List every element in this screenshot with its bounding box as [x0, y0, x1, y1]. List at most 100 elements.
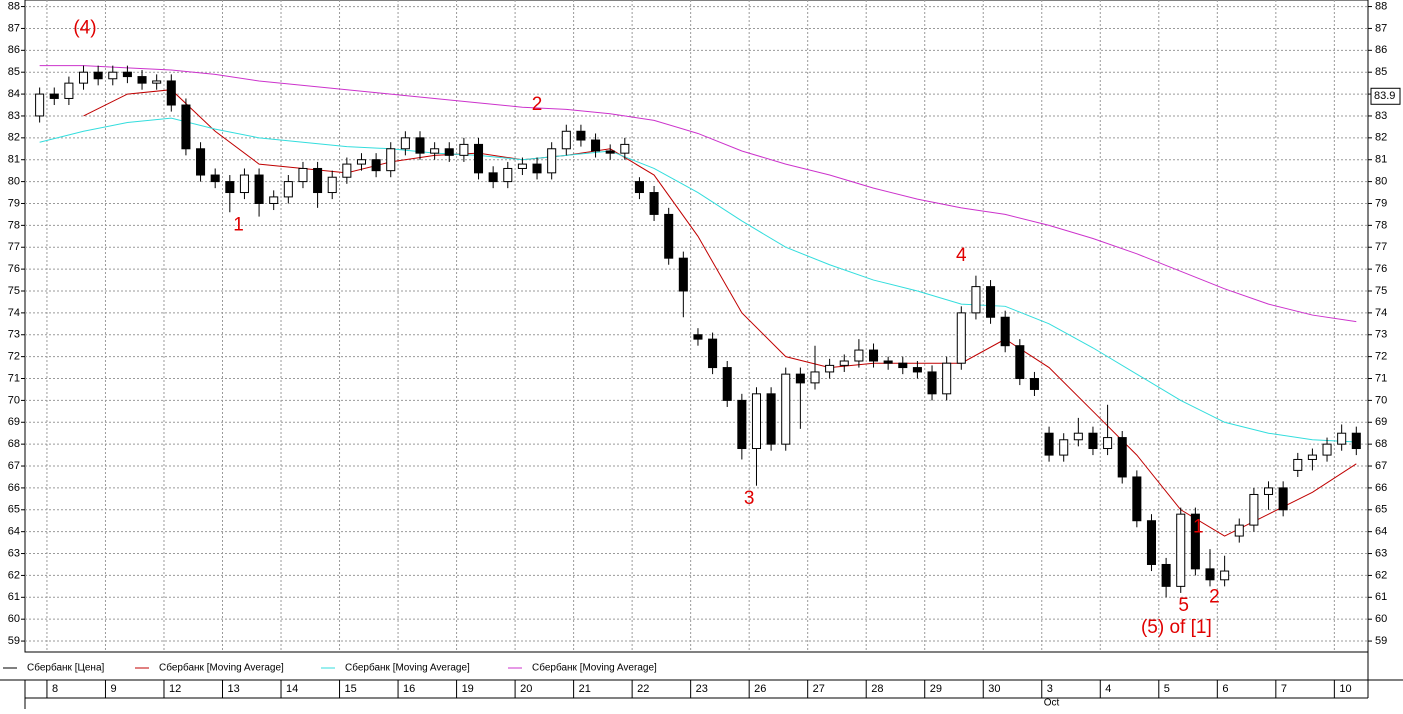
y-tick-label: 77 — [8, 241, 20, 253]
candle-body — [93, 71, 103, 80]
candle-body — [956, 312, 966, 364]
x-tick-label: 30 — [988, 683, 1000, 695]
candle-body — [108, 71, 118, 80]
annotation: 5 — [1178, 595, 1189, 616]
legend-label: Сбербанк [Moving Average] — [159, 662, 284, 674]
candle-body — [1249, 493, 1259, 526]
candle-body — [986, 286, 996, 318]
candle-body — [1190, 513, 1200, 570]
candle-body — [942, 362, 952, 395]
y-tick-label: 78 — [8, 219, 20, 231]
candle-body — [1073, 432, 1083, 441]
x-tick-label: 21 — [579, 683, 591, 695]
candle-body — [1103, 437, 1113, 450]
candle-body — [825, 364, 835, 373]
x-tick-label: 20 — [520, 683, 532, 695]
y-tick-label: 88 — [1375, 0, 1387, 12]
x-tick-sublabel: Oct — [1044, 698, 1060, 709]
x-tick-label: 5 — [1164, 683, 1170, 695]
candle-body — [810, 371, 820, 384]
candle-body — [283, 181, 293, 198]
candle-body — [1307, 454, 1317, 460]
y-tick-label: 85 — [8, 66, 20, 78]
y-tick-label: 87 — [1375, 22, 1387, 34]
x-tick-label: 22 — [637, 683, 649, 695]
plot-frame — [24, 0, 1369, 653]
candle-body — [1205, 568, 1215, 581]
candle-body — [327, 176, 337, 194]
candle-body — [371, 159, 381, 172]
candle-body — [1044, 432, 1054, 456]
candle-body — [1000, 316, 1010, 347]
y-tick-label: 66 — [8, 482, 20, 494]
y-tick-label: 69 — [1375, 416, 1387, 428]
x-tick-label: 14 — [286, 683, 298, 695]
y-tick-label: 82 — [8, 132, 20, 144]
y-tick-label: 82 — [1375, 132, 1387, 144]
y-tick-label: 60 — [8, 613, 20, 625]
y-tick-label: 79 — [1375, 197, 1387, 209]
y-tick-label: 63 — [8, 547, 20, 559]
candle-body — [854, 349, 864, 362]
y-tick-label: 76 — [1375, 263, 1387, 275]
candle-body — [708, 338, 718, 369]
y-tick-label: 85 — [1375, 66, 1387, 78]
y-tick-label: 62 — [1375, 569, 1387, 581]
candle-body — [737, 399, 747, 450]
candle-body — [912, 367, 922, 373]
candle-body — [649, 192, 659, 215]
candle-body — [927, 371, 937, 395]
moving-average-line — [39, 117, 1357, 443]
candle-body — [269, 196, 279, 204]
candle-body — [781, 373, 791, 445]
annotation: (4) — [73, 17, 96, 38]
candle-body — [415, 137, 425, 154]
price-label-box — [1370, 87, 1401, 105]
annotation: 2 — [1209, 586, 1220, 607]
candle-body — [239, 174, 249, 194]
candle-body — [1278, 487, 1288, 511]
candle-body — [430, 148, 440, 154]
candle-body — [1146, 520, 1157, 565]
y-tick-label: 71 — [8, 372, 20, 384]
x-tick-label: 6 — [1222, 683, 1228, 695]
y-tick-label: 86 — [1375, 44, 1387, 56]
candle-body — [693, 334, 703, 340]
y-tick-label: 62 — [8, 569, 20, 581]
candle-body — [678, 257, 688, 292]
annotation: (5) of [1] — [1141, 617, 1212, 638]
candle-body — [1176, 513, 1186, 587]
y-tick-label: 63 — [1375, 547, 1387, 559]
candle-body — [1263, 487, 1274, 495]
x-tick-label: 19 — [462, 683, 474, 695]
y-tick-label: 73 — [8, 329, 20, 341]
candle-body — [751, 393, 762, 450]
candle-body — [795, 373, 805, 384]
legend-label: Сбербанк [Moving Average] — [345, 662, 470, 674]
candle-body — [1059, 439, 1069, 456]
y-tick-label: 72 — [8, 351, 20, 363]
x-tick-label: 26 — [754, 683, 766, 695]
annotation: 4 — [956, 245, 967, 266]
candle-body — [210, 174, 220, 183]
y-tick-label: 80 — [1375, 176, 1387, 188]
y-tick-label: 64 — [8, 526, 20, 538]
y-tick-label: 67 — [1375, 460, 1387, 472]
candle-body — [225, 181, 235, 194]
candle-body — [1234, 524, 1244, 537]
y-tick-label: 68 — [1375, 438, 1387, 450]
candle-body — [561, 130, 571, 150]
y-tick-label: 60 — [1375, 613, 1387, 625]
candle-body — [1351, 432, 1361, 450]
candle-body — [122, 71, 132, 78]
annotation: 1 — [233, 214, 244, 235]
candle-body — [196, 148, 206, 176]
candle-body — [898, 362, 908, 369]
y-tick-label: 79 — [8, 197, 20, 209]
x-tick-label: 12 — [169, 683, 181, 695]
candle-body — [1117, 437, 1127, 478]
candle-body — [620, 143, 630, 154]
annotation: 1 — [1193, 516, 1204, 537]
candle-body — [342, 163, 352, 178]
